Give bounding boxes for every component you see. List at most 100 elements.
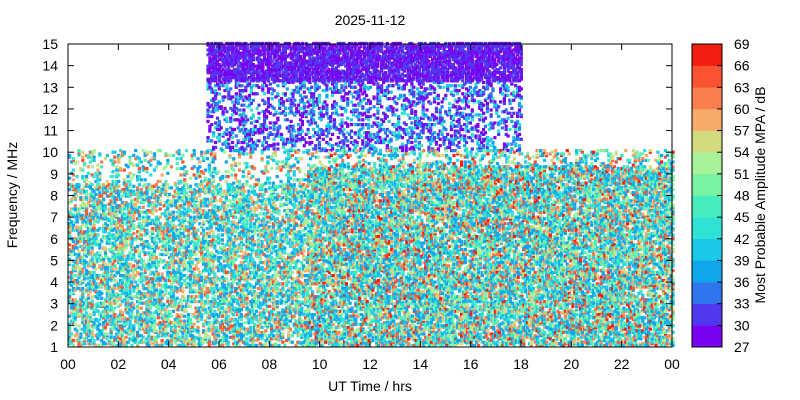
heatmap-cell [372,46,376,50]
heatmap-cell [382,76,386,80]
heatmap-cell [242,121,246,125]
heatmap-cell [342,127,346,132]
heatmap-cell [291,74,295,78]
heatmap-cell [289,92,293,96]
heatmap-cell [355,144,359,148]
heatmap-cell [217,127,221,132]
heatmap-cell [249,54,253,59]
heatmap-cell [316,155,320,159]
heatmap-cell [391,106,395,110]
heatmap-cell [387,69,391,73]
heatmap-cell [340,59,344,63]
heatmap-cell [389,67,393,72]
heatmap-cell [310,59,314,63]
heatmap-cell [261,59,265,63]
heatmap-cell [327,131,331,135]
heatmap-cell [355,59,359,63]
heatmap-cell [234,46,238,50]
heatmap-cell [432,123,437,127]
heatmap-cell [383,113,387,117]
heatmap-cell [257,51,261,55]
heatmap-cell [225,77,229,81]
heatmap-cell [276,46,280,50]
heatmap-cell [382,111,386,115]
heatmap-cell [278,67,282,72]
heatmap-cell [242,51,246,55]
heatmap-cell [206,48,210,52]
heatmap-cell [376,95,380,99]
heatmap-cell [331,71,335,75]
heatmap-cell [302,80,306,84]
heatmap-cell [363,145,367,149]
heatmap-cell [325,89,329,93]
heatmap-cell [283,56,287,60]
heatmap-cell [429,142,433,146]
heatmap-cell [349,77,354,81]
heatmap-cell [315,84,320,88]
heatmap-cell [283,45,287,49]
heatmap-cell [251,140,255,145]
heatmap-cell [383,58,387,62]
heatmap-cell [283,76,287,80]
heatmap-cell [329,114,333,119]
heatmap-cell [332,89,337,93]
heatmap-cell [208,45,212,49]
heatmap-cell [263,136,267,140]
heatmap-cell [329,116,333,120]
heatmap-cell [223,74,227,78]
heatmap-cell [223,118,227,122]
heatmap-cell [355,90,359,94]
heatmap-cell [276,147,280,151]
heatmap-cell [372,145,376,149]
heatmap-cell [309,157,313,161]
heatmap-cell [478,137,482,141]
heatmap-cell [246,59,250,63]
heatmap-cell [221,95,225,99]
heatmap-cell [370,48,374,52]
heatmap-cell [325,76,329,80]
heatmap-cell [500,126,505,130]
heatmap-cell [415,87,420,91]
heatmap-cell [280,53,284,57]
heatmap-cell [263,124,267,128]
heatmap-cell [257,61,261,65]
heatmap-cell [234,100,238,104]
heatmap-cell [383,53,387,57]
heatmap-cell [332,77,337,81]
heatmap-cell [410,82,414,86]
heatmap-cell [212,145,216,149]
heatmap-cell [389,137,393,141]
heatmap-cell [310,85,314,89]
heatmap-cell [242,137,246,141]
heatmap-cell [257,127,261,132]
heatmap-cell [325,61,329,65]
heatmap-cell [334,58,338,62]
heatmap-cell [331,103,335,107]
heatmap-cell [370,144,374,148]
heatmap-cell [491,87,495,91]
heatmap-cell [283,74,287,78]
heatmap-cell [338,105,342,109]
heatmap-cell [297,59,301,63]
heatmap-cell [300,129,304,133]
heatmap-cell [378,95,382,99]
heatmap-cell [325,74,329,78]
heatmap-cell [291,92,295,96]
heatmap-cell [340,121,344,125]
heatmap-cell [304,46,308,50]
heatmap-cell [234,82,238,86]
heatmap-cell [325,58,329,62]
heatmap-cell [321,105,325,109]
heatmap-cell [242,140,246,145]
heatmap-cell [508,46,512,50]
heatmap-cell [365,123,369,127]
heatmap-cell [372,113,376,117]
heatmap-cell [310,46,314,50]
heatmap-cell [219,48,223,52]
heatmap-cell [376,46,380,50]
heatmap-cell [315,56,320,60]
heatmap-cell [457,140,461,145]
heatmap-cell [400,67,404,72]
heatmap-cell [346,51,350,55]
heatmap-cell [268,53,272,57]
